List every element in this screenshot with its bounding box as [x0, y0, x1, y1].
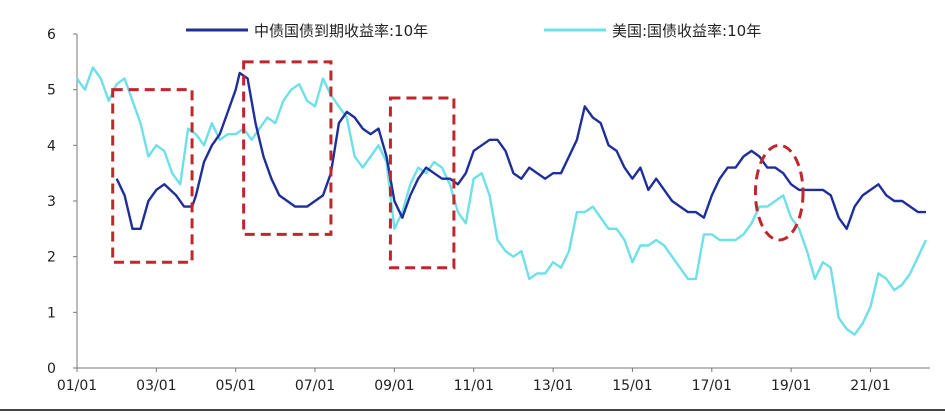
- x-tick-labels: 01/01 03/01 05/01 07/01 09/01 11/01 13/01 15/01…: [57, 368, 891, 394]
- x-tick-label: 09/01: [374, 378, 414, 394]
- x-tick-label: 17/01: [692, 378, 732, 394]
- x-tick-label: 11/01: [454, 378, 494, 394]
- y-tick-label: 1: [47, 305, 56, 321]
- x-tick-label: 05/01: [216, 378, 256, 394]
- series-lines: [76, 66, 928, 336]
- x-tick-label: 13/01: [533, 378, 573, 394]
- annotation-rect-1: [111, 88, 194, 264]
- y-tick-label: 3: [47, 194, 56, 210]
- annotation-rect-3: [388, 96, 456, 270]
- y-tick-label: 0: [47, 361, 56, 377]
- x-tick-label: 01/01: [57, 378, 97, 394]
- series-line-us: [76, 66, 928, 336]
- legend: 中债国债到期收益率:10年 美国:国债收益率:10年: [186, 22, 761, 40]
- x-tick-label: 15/01: [612, 378, 652, 394]
- x-tick-label: 07/01: [295, 378, 335, 394]
- y-tick-labels: 0 1 2 3 4 5 6: [47, 27, 77, 377]
- x-tick-label: 19/01: [771, 378, 811, 394]
- legend-label-us: 美国:国债收益率:10年: [612, 22, 761, 40]
- x-tick-label: 21/01: [850, 378, 890, 394]
- annotation-rect-2: [242, 60, 333, 236]
- annotation-ellipse-4: [753, 143, 805, 242]
- y-tick-label: 5: [47, 83, 56, 99]
- y-tick-label: 2: [47, 250, 56, 266]
- x-tick-label: 03/01: [136, 378, 176, 394]
- series-line-cn: [115, 71, 926, 231]
- y-tick-label: 4: [47, 138, 56, 154]
- annotation-marks: [111, 60, 805, 270]
- y-tick-label: 6: [47, 27, 56, 43]
- legend-label-cn: 中债国债到期收益率:10年: [254, 22, 428, 40]
